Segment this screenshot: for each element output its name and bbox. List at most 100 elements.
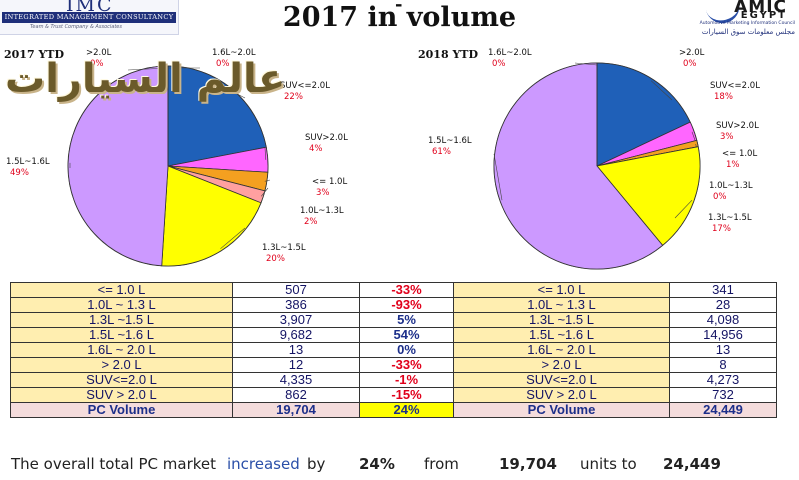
pie-slice-2017-suv-2-0l-leader <box>264 147 267 160</box>
volume-2018: 341 <box>669 282 777 298</box>
volume-2017: 13 <box>232 342 360 358</box>
page-title: 2017 in volume <box>282 2 517 33</box>
summary-pct: 24% <box>359 455 395 473</box>
pie-slice-2017-1-3l-1-5l-leader <box>220 227 246 249</box>
change-pct: -93% <box>359 297 454 313</box>
table-total-row: PC Volume 19,704 24% PC Volume 24,449 <box>10 402 777 418</box>
summary-increased: increased <box>227 455 300 473</box>
segment-2018: > 2.0 L <box>453 357 670 373</box>
segment-2018: SUV<=2.0 L <box>453 372 670 388</box>
change-pct: 24% <box>359 402 454 418</box>
table-row: <= 1.0 L 507 -33% <= 1.0 L 341 <box>10 282 777 298</box>
change-pct: -33% <box>359 282 454 298</box>
pie-slice-2018-1-3l-1-5l-pct: 17% <box>712 224 731 234</box>
pie-slice-2017-1-0l-1-3l-leader <box>260 187 269 197</box>
pie-slice-2017-1-3l-1-5l-label: 1.3L~1.5L <box>262 243 306 253</box>
summary-to: 24,449 <box>663 455 721 473</box>
summary-part4: from <box>424 455 459 473</box>
pie-slice-2017-1-0l-label: <= 1.0L <box>312 177 347 187</box>
volume-2018: 28 <box>669 297 777 313</box>
pie-slice-2017-2-0l-pct: 0% <box>90 59 104 69</box>
table-row: SUV > 2.0 L 862 -15% SUV > 2.0 L 732 <box>10 387 777 403</box>
segment-2018: <= 1.0 L <box>453 282 670 298</box>
segment-2018: 1.3L ~1.5 L <box>453 312 670 328</box>
pie-slice-2017-1-3l-1-5l-pct: 20% <box>266 254 285 264</box>
change-pct: 0% <box>359 342 454 358</box>
pie-slice-2018-1-6l-2-0l-leader <box>574 62 598 66</box>
pie-slice-2017-1-0l-1-3l-pct: 2% <box>304 217 318 227</box>
segment-2017: 1.6L ~ 2.0 L <box>10 342 233 358</box>
table-row: 1.0L ~ 1.3 L 386 -93% 1.0L ~ 1.3 L 28 <box>10 297 777 313</box>
summary-part3: by <box>307 455 326 473</box>
pie-slice-2018-1-3l-1-5l-label: 1.3L~1.5L <box>708 213 752 223</box>
chart-title-2017: 2017 YTD <box>4 48 64 61</box>
pie-slice-2018-1-0l-label: <= 1.0L <box>722 149 757 159</box>
watermark-logo: عالم السيارات <box>5 56 286 102</box>
pie-slice-2018-1-3l-1-5l <box>596 146 701 246</box>
volume-2018: 24,449 <box>669 402 777 418</box>
summary-part5: units to <box>580 455 637 473</box>
segment-2018: PC Volume <box>453 402 670 418</box>
change-pct: -33% <box>359 357 454 373</box>
amic-logo-line2: مجلس معلومات سوق السيارات <box>701 28 795 36</box>
volume-2017: 12 <box>232 357 360 373</box>
summary-part1: The overall total PC market <box>11 455 216 473</box>
segment-2017: <= 1.0 L <box>10 282 233 298</box>
pie-slice-2017-suv-2-0l-leader <box>230 90 246 99</box>
pie-slice-2018-suv-2-0l-label: SUV>2.0L <box>716 121 759 131</box>
segment-2017: 1.0L ~ 1.3 L <box>10 297 233 313</box>
volume-2018: 13 <box>669 342 777 358</box>
volume-2017: 19,704 <box>232 402 360 418</box>
pie-slice-2018-1-3l-1-5l-leader <box>674 199 693 219</box>
segment-2018: 1.5L ~1.6 L <box>453 327 670 343</box>
pie-slice-2018-1-0l-pct: 1% <box>726 160 740 170</box>
pie-slice-2017-1-0l-pct: 3% <box>316 188 330 198</box>
segment-2018: 1.0L ~ 1.3 L <box>453 297 670 313</box>
amic-logo-country: EGYPT <box>740 10 787 21</box>
pie-slice-2018-1-6l-2-0l-label: 1.6L~2.0L <box>488 48 532 58</box>
segment-2018: SUV > 2.0 L <box>453 387 670 403</box>
volume-2017: 862 <box>232 387 360 403</box>
pie-slice-2018-1-0l-1-3l-label: 1.0L~1.3L <box>709 181 753 191</box>
pie-slice-2017-1-5l-1-6l-label: 1.5L~1.6L <box>6 157 50 167</box>
amic-logo-line1: Automotive Marketing Information Council <box>699 21 795 26</box>
pie-slice-2017-1-0l-1-3l-label: 1.0L~1.3L <box>300 206 344 216</box>
pie-slice-2018-1-5l-1-6l-leader <box>493 153 503 201</box>
pie-slice-2018-2-0l-pct: 0% <box>683 59 697 69</box>
volume-2018: 4,273 <box>669 372 777 388</box>
pie-slice-2017-suv-2-0l-label: SUV>2.0L <box>305 133 348 143</box>
summary-from: 19,704 <box>499 455 557 473</box>
pie-slice-2017-suv-2-0l-label: SUV<=2.0L <box>280 81 330 91</box>
segment-2017: > 2.0 L <box>10 357 233 373</box>
segment-2017: 1.5L ~1.6 L <box>10 327 233 343</box>
pie-slice-2018-2-0l-label: >2.0L <box>679 48 705 58</box>
imc-logo: IMC INTEGRATED MANAGEMENT CONSULTANCY Te… <box>0 0 179 35</box>
table-row: 1.5L ~1.6 L 9,682 54% 1.5L ~1.6 L 14,956 <box>10 327 777 343</box>
segment-2017: SUV > 2.0 L <box>10 387 233 403</box>
imc-logo-name: INTEGRATED MANAGEMENT CONSULTANCY <box>2 12 176 23</box>
segment-2017: 1.3L ~1.5 L <box>10 312 233 328</box>
pie-slice-2018-suv-2-0l-pct: 3% <box>720 132 734 142</box>
pie-slice-2017-1-5l-1-6l <box>67 65 169 267</box>
volume-2018: 732 <box>669 387 777 403</box>
change-pct: -15% <box>359 387 454 403</box>
volume-2017: 9,682 <box>232 327 360 343</box>
pie-slice-2018-suv-2-0l <box>596 62 691 167</box>
volume-2018: 4,098 <box>669 312 777 328</box>
pie-slice-2017-1-0l-leader <box>264 179 271 182</box>
table-row: SUV<=2.0 L 4,335 -1% SUV<=2.0 L 4,273 <box>10 372 777 388</box>
pie-charts: 2017 YTD 2018 YTD SUV<=2.0L22%SUV>2.0L4%… <box>4 48 760 270</box>
table-row: 1.3L ~1.5 L 3,907 5% 1.3L ~1.5 L 4,098 <box>10 312 777 328</box>
chart-title-2018: 2018 YTD <box>418 48 478 61</box>
title-fragment: - <box>395 0 403 15</box>
pie-slice-2018-suv-2-0l-leader <box>650 80 673 101</box>
amic-logo-mark: AMIC <box>734 0 787 17</box>
volume-2017: 3,907 <box>232 312 360 328</box>
pie-slice-2017-suv-2-0l <box>167 65 267 167</box>
pie-slice-2017-1-6l-2-0l-label: 1.6L~2.0L <box>212 48 256 58</box>
imc-logo-tagline: Team & Trust Company & Associates <box>30 24 122 30</box>
pie-slice-2017-2-0l-leader <box>127 67 169 71</box>
